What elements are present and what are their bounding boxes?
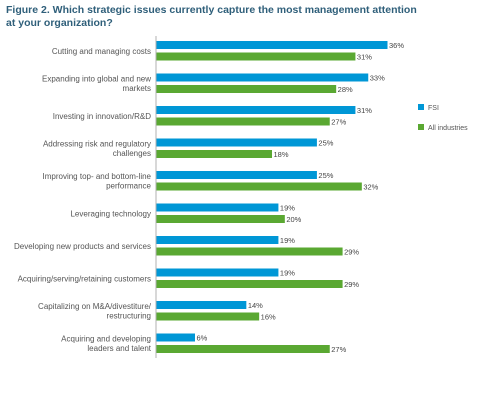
- bar-fsi: [156, 106, 356, 114]
- legend-swatch-all-industries: [418, 124, 424, 130]
- data-label: 32%: [363, 183, 378, 192]
- category-label: Capitalizing on M&A/divestiture/: [38, 302, 152, 311]
- category-label: challenges: [113, 149, 151, 158]
- bar-fsi: [156, 268, 279, 277]
- legend-label: All industries: [428, 125, 468, 132]
- data-label: 6%: [197, 334, 208, 343]
- bar-fsi: [156, 333, 195, 342]
- bar-all-industries: [156, 280, 343, 288]
- data-label: 29%: [344, 248, 359, 257]
- bar-fsi: [156, 138, 317, 147]
- category-label: markets: [123, 84, 151, 93]
- bar-all-industries: [156, 345, 330, 353]
- data-label: 28%: [338, 85, 353, 94]
- legend-label: FSI: [428, 105, 439, 112]
- category-label: Addressing risk and regulatory: [43, 140, 151, 149]
- data-label: 19%: [280, 204, 295, 213]
- bar-fsi: [156, 236, 279, 244]
- data-label: 31%: [357, 106, 372, 115]
- data-label: 14%: [248, 301, 263, 310]
- data-label: 20%: [286, 215, 301, 224]
- data-label: 25%: [318, 171, 333, 180]
- bar-fsi: [156, 41, 388, 49]
- bar-fsi: [156, 171, 317, 179]
- data-label: 29%: [344, 280, 359, 289]
- data-label: 31%: [357, 53, 372, 62]
- bar-all-industries: [156, 150, 272, 158]
- category-label: performance: [106, 182, 151, 191]
- data-label: 19%: [280, 269, 295, 278]
- data-label: 36%: [389, 41, 404, 50]
- data-label: 18%: [274, 150, 289, 159]
- category-label: Developing new products and services: [14, 242, 151, 251]
- bar-all-industries: [156, 312, 260, 321]
- legend-swatch-fsi: [418, 104, 424, 110]
- bar-all-industries: [156, 247, 343, 256]
- category-label: Expanding into global and new: [42, 75, 151, 84]
- category-label: leaders and talent: [87, 344, 151, 353]
- bar-all-industries: [156, 117, 330, 126]
- category-label: Investing in innovation/R&D: [53, 112, 152, 121]
- bar-all-industries: [156, 85, 337, 93]
- data-label: 27%: [331, 345, 346, 354]
- data-label: 16%: [261, 313, 276, 322]
- bar-fsi: [156, 203, 279, 212]
- category-label: Cutting and managing costs: [52, 47, 151, 56]
- category-label: Acquiring and developing: [61, 335, 151, 344]
- data-label: 33%: [370, 74, 385, 83]
- bar-all-industries: [156, 52, 356, 61]
- category-label: Leveraging technology: [70, 209, 151, 218]
- category-label: Improving top- and bottom-line: [43, 172, 152, 181]
- category-label: restructuring: [107, 312, 151, 321]
- chart-title: Figure 2. Which strategic issues current…: [6, 4, 417, 29]
- bar-all-industries: [156, 182, 362, 191]
- bar-all-industries: [156, 215, 285, 223]
- category-label: Acquiring/serving/retaining customers: [18, 274, 151, 283]
- bar-fsi: [156, 301, 247, 309]
- bar-fsi: [156, 73, 369, 82]
- data-label: 27%: [331, 118, 346, 127]
- data-label: 19%: [280, 236, 295, 245]
- data-label: 25%: [318, 139, 333, 148]
